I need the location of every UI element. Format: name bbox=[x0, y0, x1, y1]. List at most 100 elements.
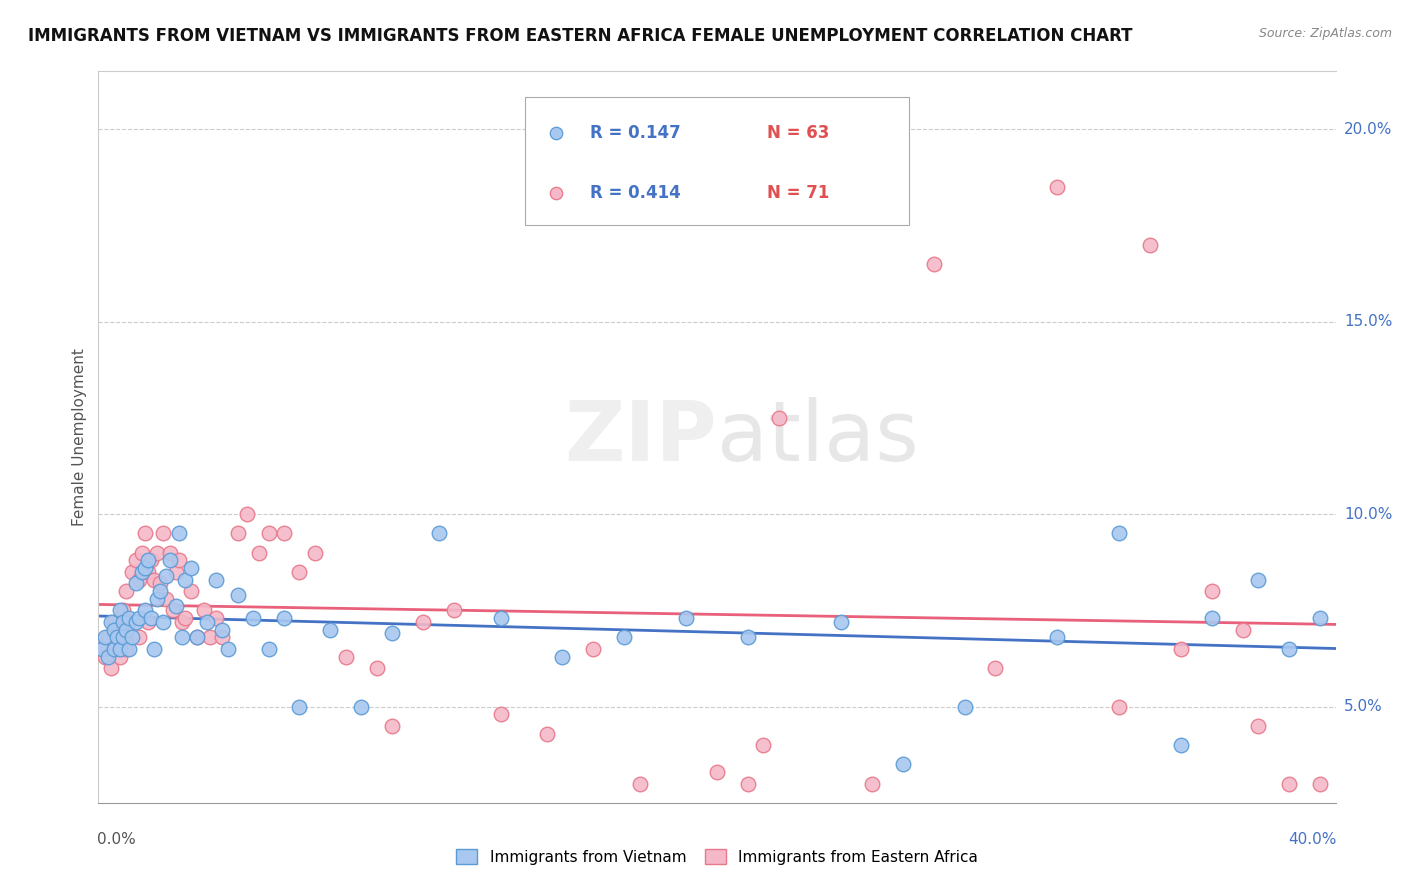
Text: R = 0.414: R = 0.414 bbox=[589, 184, 681, 202]
Text: Source: ZipAtlas.com: Source: ZipAtlas.com bbox=[1258, 27, 1392, 40]
Point bbox=[103, 641, 125, 656]
Point bbox=[143, 573, 166, 587]
Point bbox=[136, 615, 159, 629]
Text: N = 63: N = 63 bbox=[766, 124, 830, 142]
Point bbox=[143, 641, 166, 656]
Point bbox=[146, 545, 169, 559]
Point bbox=[159, 553, 181, 567]
Point bbox=[108, 603, 131, 617]
Text: 0.0%: 0.0% bbox=[97, 832, 136, 847]
Point bbox=[121, 630, 143, 644]
Point bbox=[115, 641, 138, 656]
Point bbox=[737, 776, 759, 790]
Point bbox=[118, 641, 141, 656]
Point bbox=[162, 603, 184, 617]
Text: 15.0%: 15.0% bbox=[1344, 314, 1392, 329]
Point bbox=[205, 573, 228, 587]
Point bbox=[1309, 611, 1331, 625]
Text: 20.0%: 20.0% bbox=[1344, 121, 1392, 136]
Point bbox=[536, 726, 558, 740]
Point bbox=[273, 526, 295, 541]
Point bbox=[247, 545, 270, 559]
Point bbox=[93, 649, 115, 664]
Point bbox=[97, 630, 120, 644]
Point bbox=[167, 553, 190, 567]
Point bbox=[891, 757, 914, 772]
Point bbox=[1247, 719, 1270, 733]
Point bbox=[108, 649, 131, 664]
Point bbox=[186, 630, 208, 644]
Y-axis label: Female Unemployment: Female Unemployment bbox=[72, 348, 87, 526]
Point bbox=[108, 641, 131, 656]
Point bbox=[146, 591, 169, 606]
Point bbox=[167, 526, 190, 541]
Point bbox=[139, 553, 162, 567]
Point bbox=[193, 603, 215, 617]
Point bbox=[582, 641, 605, 656]
Point bbox=[226, 588, 249, 602]
Point bbox=[953, 699, 976, 714]
Point bbox=[180, 561, 202, 575]
Point bbox=[236, 507, 259, 521]
Point bbox=[350, 699, 373, 714]
Point bbox=[737, 630, 759, 644]
Point bbox=[105, 630, 128, 644]
Point bbox=[335, 649, 357, 664]
Point bbox=[149, 584, 172, 599]
Point bbox=[211, 630, 233, 644]
Point bbox=[752, 738, 775, 752]
Point bbox=[100, 615, 122, 629]
Point bbox=[205, 611, 228, 625]
Point bbox=[427, 526, 450, 541]
Point bbox=[257, 641, 280, 656]
Point bbox=[149, 576, 172, 591]
Point bbox=[226, 526, 249, 541]
Point bbox=[628, 776, 651, 790]
Point bbox=[1278, 776, 1301, 790]
Point bbox=[93, 630, 115, 644]
Point bbox=[217, 641, 239, 656]
Text: R = 0.147: R = 0.147 bbox=[589, 124, 681, 142]
Point bbox=[1139, 237, 1161, 252]
Point bbox=[319, 623, 342, 637]
Point bbox=[381, 626, 404, 640]
Text: ZIP: ZIP bbox=[565, 397, 717, 477]
Point bbox=[1247, 573, 1270, 587]
Point bbox=[174, 573, 197, 587]
Point bbox=[139, 611, 162, 625]
Point bbox=[860, 776, 883, 790]
Point bbox=[155, 591, 177, 606]
Point bbox=[134, 603, 156, 617]
Point bbox=[830, 615, 852, 629]
Point bbox=[152, 615, 174, 629]
Point bbox=[136, 553, 159, 567]
Point bbox=[613, 630, 636, 644]
Point bbox=[134, 526, 156, 541]
Point bbox=[1108, 699, 1130, 714]
Point bbox=[112, 603, 135, 617]
Point bbox=[165, 565, 187, 579]
Point bbox=[257, 526, 280, 541]
Point bbox=[195, 615, 218, 629]
Point bbox=[551, 649, 574, 664]
Point bbox=[984, 661, 1007, 675]
Point bbox=[155, 568, 177, 582]
Point bbox=[1201, 584, 1223, 599]
Point bbox=[108, 623, 131, 637]
Legend: Immigrants from Vietnam, Immigrants from Eastern Africa: Immigrants from Vietnam, Immigrants from… bbox=[456, 849, 979, 864]
Point bbox=[922, 257, 945, 271]
Point bbox=[186, 630, 208, 644]
Point bbox=[159, 545, 181, 559]
Point bbox=[118, 615, 141, 629]
Point bbox=[211, 623, 233, 637]
Point bbox=[174, 611, 197, 625]
Point bbox=[288, 699, 311, 714]
Text: 40.0%: 40.0% bbox=[1288, 832, 1337, 847]
Point bbox=[1170, 641, 1192, 656]
Point bbox=[136, 565, 159, 579]
Point bbox=[134, 561, 156, 575]
Point bbox=[128, 630, 150, 644]
Point bbox=[165, 599, 187, 614]
Point bbox=[115, 584, 138, 599]
Text: IMMIGRANTS FROM VIETNAM VS IMMIGRANTS FROM EASTERN AFRICA FEMALE UNEMPLOYMENT CO: IMMIGRANTS FROM VIETNAM VS IMMIGRANTS FR… bbox=[28, 27, 1133, 45]
